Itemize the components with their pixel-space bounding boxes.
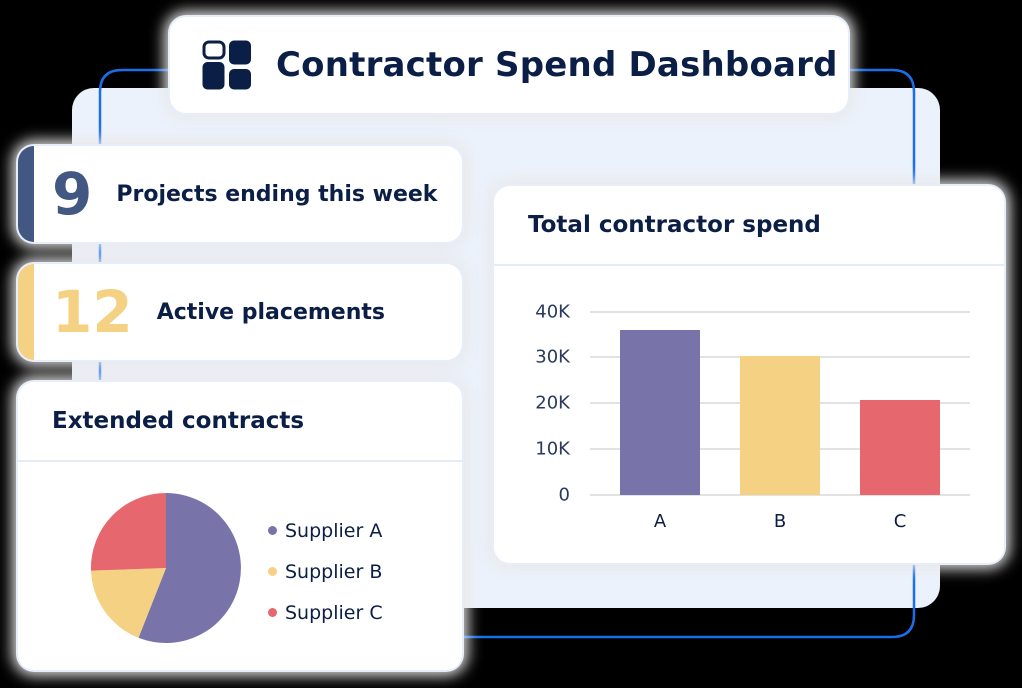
legend-label: Supplier B xyxy=(285,560,383,583)
total-spend-card: Total contractor spend 40K 30K 20K 10K 0… xyxy=(494,186,1004,563)
pie-slice-supplier-a[interactable] xyxy=(138,493,241,643)
bar-a[interactable] xyxy=(620,330,700,495)
bar-b[interactable] xyxy=(740,356,820,495)
legend-dot-icon xyxy=(268,567,277,576)
y-tick-label: 40K xyxy=(535,301,570,323)
pie-slice-supplier-b[interactable] xyxy=(91,568,166,638)
panel-header: Total contractor spend xyxy=(494,186,1004,266)
x-tick-label: C xyxy=(893,511,907,532)
page-title: Contractor Spend Dashboard xyxy=(276,45,838,85)
legend-label: Supplier A xyxy=(285,519,383,542)
legend-item-supplier-c[interactable]: Supplier C xyxy=(268,592,383,633)
stat-accent-bar xyxy=(18,146,34,242)
y-tick-label: 0 xyxy=(558,484,570,506)
stat-card-active-placements[interactable]: 12 Active placements xyxy=(18,264,462,360)
x-tick-label: B xyxy=(773,511,787,532)
bar-chart: 40K 30K 20K 10K 0 A B C xyxy=(494,186,1004,563)
panel-header: Extended contracts xyxy=(18,382,462,462)
pie-legend: Supplier A Supplier B Supplier C xyxy=(268,510,383,633)
panel-title: Total contractor spend xyxy=(528,212,821,238)
stat-value: 12 xyxy=(52,278,133,346)
y-tick-label: 20K xyxy=(535,392,570,414)
pie-chart xyxy=(90,493,241,643)
legend-item-supplier-b[interactable]: Supplier B xyxy=(268,551,383,592)
panel-title: Extended contracts xyxy=(52,408,305,434)
dashboard-grid-icon xyxy=(202,40,251,90)
y-tick-label: 30K xyxy=(535,346,570,368)
stat-card-projects-ending[interactable]: 9 Projects ending this week xyxy=(18,146,462,242)
y-tick-label: 10K xyxy=(535,438,570,460)
dashboard-title-card: Contractor Spend Dashboard xyxy=(170,17,848,113)
legend-dot-icon xyxy=(268,608,277,617)
legend-item-supplier-a[interactable]: Supplier A xyxy=(268,510,383,551)
legend-label: Supplier C xyxy=(285,601,383,624)
stat-value: 9 xyxy=(52,160,93,228)
stat-accent-bar xyxy=(18,264,34,360)
legend-dot-icon xyxy=(268,526,277,535)
x-tick-label: A xyxy=(653,511,667,532)
stat-label: Active placements xyxy=(156,299,385,325)
pie-slice-supplier-c[interactable] xyxy=(90,493,166,571)
extended-contracts-card: Extended contracts Supplier A Supplier B… xyxy=(18,382,462,670)
stat-label: Projects ending this week xyxy=(116,181,438,207)
bar-c[interactable] xyxy=(860,400,940,495)
gridline xyxy=(590,311,970,313)
gridline xyxy=(590,494,970,496)
